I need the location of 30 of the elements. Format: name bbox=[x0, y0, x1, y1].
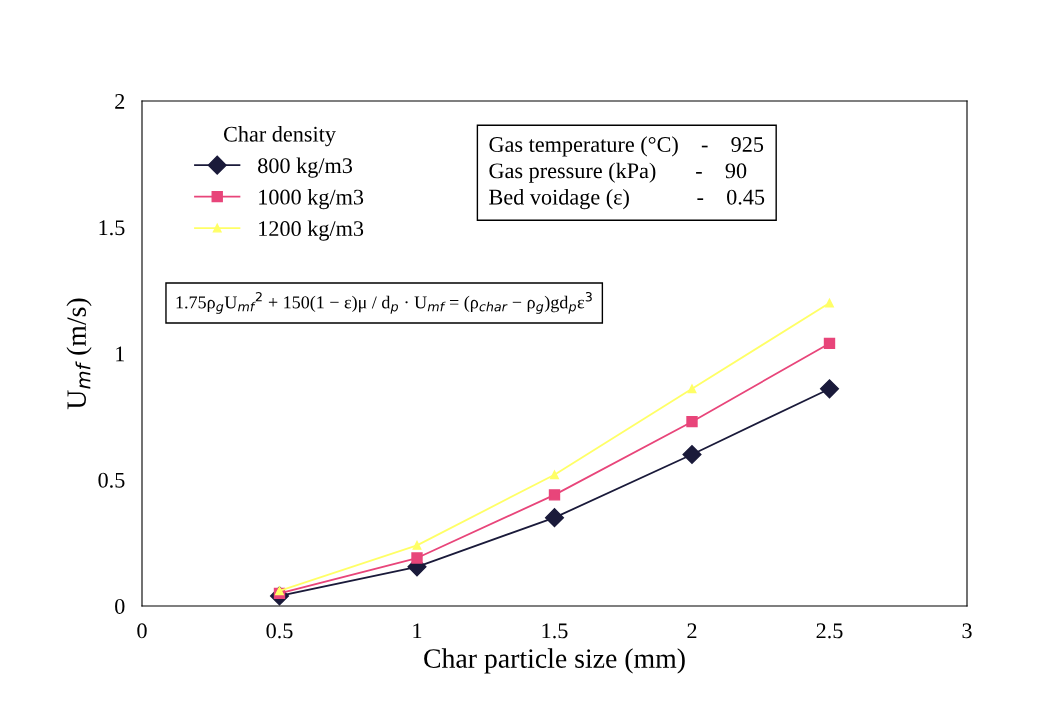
x-axis-title: Char particle size (mm) bbox=[424, 648, 685, 674]
point bbox=[825, 298, 834, 308]
point bbox=[823, 337, 836, 350]
point bbox=[686, 415, 698, 428]
x-tick-label: 1 bbox=[413, 623, 422, 639]
annotation: Gas temperature (°C) - 925 Gas pressure (kPa) - 90 Bed voidage (ε) - 0.45 bbox=[489, 136, 765, 210]
y-axis-title: U$_{mf}$ (m/s) bbox=[66, 298, 92, 410]
point bbox=[682, 444, 702, 465]
text: 1.75ρ$_{g}$U$_{mf}$$^{2}$ + 150(1 − ε)μ / d$_{p}$ · U$_{mf}$ = (ρ$_{char}$ − ρ$_{g}$)gd$_{p}$ε$^{3}$ bbox=[176, 291, 592, 314]
y-tick-label: 0.5 bbox=[98, 472, 125, 488]
x-tick-label: 2.5 bbox=[816, 623, 843, 639]
point bbox=[544, 508, 565, 528]
legend-label: 1200 kg/m3 bbox=[259, 220, 364, 241]
y-tick-label: 1 bbox=[116, 346, 124, 362]
x-tick-label: 1.5 bbox=[542, 623, 568, 639]
x-tick-label: 3 bbox=[962, 623, 972, 639]
point bbox=[550, 470, 559, 480]
point bbox=[411, 552, 423, 564]
point bbox=[412, 540, 422, 550]
legend-title: Char density bbox=[223, 126, 336, 147]
x-tick-label: 0.5 bbox=[266, 623, 293, 639]
legend-label: 800 kg/m3 bbox=[258, 157, 353, 178]
y-tick-label: 2 bbox=[115, 93, 125, 109]
y-tick-label: 1.5 bbox=[99, 220, 125, 236]
point bbox=[819, 379, 840, 399]
legend-label: 1000 kg/m3 bbox=[259, 188, 364, 210]
y-tick-label: 0 bbox=[115, 598, 125, 614]
point bbox=[548, 489, 561, 501]
x-tick-label: 0 bbox=[137, 623, 147, 639]
x-tick-label: 2 bbox=[687, 623, 697, 639]
